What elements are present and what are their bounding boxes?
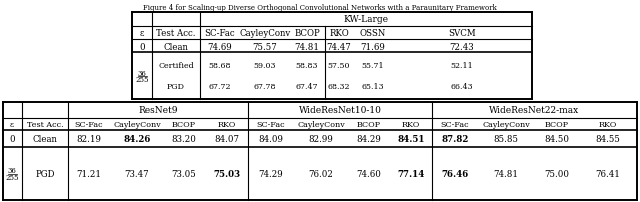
Text: SC-Fac: SC-Fac [441, 120, 469, 128]
Text: BCOP: BCOP [294, 29, 320, 38]
Text: ε: ε [10, 120, 14, 128]
Text: BCOP: BCOP [172, 120, 196, 128]
Text: 76.46: 76.46 [442, 170, 468, 179]
Text: Test Acc.: Test Acc. [27, 120, 63, 128]
Text: 84.09: 84.09 [259, 135, 284, 144]
Text: 67.72: 67.72 [209, 82, 231, 90]
Text: 77.14: 77.14 [397, 170, 425, 179]
Text: 59.03: 59.03 [253, 62, 276, 70]
Text: PGD: PGD [167, 82, 185, 90]
Text: BCOP: BCOP [545, 120, 569, 128]
Text: CayleyConv: CayleyConv [482, 120, 530, 128]
Text: ResNet9: ResNet9 [138, 106, 178, 115]
Text: SVCM: SVCM [448, 29, 476, 38]
Text: RKO: RKO [218, 120, 236, 128]
Text: Clean: Clean [164, 42, 188, 51]
Text: RKO: RKO [599, 120, 617, 128]
Text: 84.26: 84.26 [124, 135, 150, 144]
Text: 0: 0 [139, 42, 145, 51]
Text: CayleyConv: CayleyConv [297, 120, 345, 128]
Text: 85.85: 85.85 [493, 135, 518, 144]
Text: 76.41: 76.41 [596, 170, 620, 179]
Text: 36: 36 [138, 69, 147, 77]
Text: CayleyConv: CayleyConv [113, 120, 161, 128]
Text: 84.07: 84.07 [214, 135, 239, 144]
Text: 75.57: 75.57 [253, 42, 277, 51]
Text: 66.43: 66.43 [451, 82, 474, 90]
Text: 74.81: 74.81 [294, 42, 319, 51]
Text: KW-Large: KW-Large [344, 15, 388, 24]
Text: 74.60: 74.60 [356, 170, 381, 179]
Text: 84.55: 84.55 [596, 135, 620, 144]
Text: 73.05: 73.05 [172, 170, 196, 179]
Text: 67.47: 67.47 [296, 82, 318, 90]
Text: 74.47: 74.47 [326, 42, 351, 51]
Text: 255: 255 [135, 76, 148, 84]
Text: 73.47: 73.47 [125, 170, 149, 179]
Text: 84.50: 84.50 [545, 135, 570, 144]
Text: 57.50: 57.50 [328, 62, 350, 70]
Text: Certified: Certified [158, 62, 194, 70]
Text: RKO: RKO [402, 120, 420, 128]
Text: 84.51: 84.51 [397, 135, 425, 144]
Text: 82.99: 82.99 [308, 135, 333, 144]
Text: 75.00: 75.00 [545, 170, 570, 179]
Text: RKO: RKO [329, 29, 349, 38]
Text: Clean: Clean [33, 135, 58, 144]
Text: BCOP: BCOP [357, 120, 381, 128]
Text: CayleyConv: CayleyConv [239, 29, 291, 38]
Text: 71.21: 71.21 [77, 170, 102, 179]
Text: SC-Fac: SC-Fac [205, 29, 236, 38]
Text: 255: 255 [5, 174, 19, 182]
Text: ε: ε [140, 29, 144, 38]
Text: 58.83: 58.83 [296, 62, 318, 70]
Text: 74.69: 74.69 [207, 42, 232, 51]
Text: 55.71: 55.71 [362, 62, 384, 70]
Text: 84.29: 84.29 [356, 135, 381, 144]
Text: PGD: PGD [35, 170, 55, 179]
Text: SC-Fac: SC-Fac [75, 120, 103, 128]
Text: 0: 0 [9, 135, 15, 144]
Text: SC-Fac: SC-Fac [257, 120, 285, 128]
Text: 68.32: 68.32 [328, 82, 350, 90]
Text: Test Acc.: Test Acc. [156, 29, 196, 38]
Text: 58.68: 58.68 [209, 62, 231, 70]
Text: 65.13: 65.13 [362, 82, 384, 90]
Text: 75.03: 75.03 [213, 170, 241, 179]
Text: 72.43: 72.43 [450, 42, 474, 51]
Text: Figure 4 for Scaling-up Diverse Orthogonal Convolutional Networks with a Parauni: Figure 4 for Scaling-up Diverse Orthogon… [143, 4, 497, 12]
Text: 36: 36 [8, 167, 17, 175]
Text: 71.69: 71.69 [360, 42, 385, 51]
Text: WideResNet22-max: WideResNet22-max [489, 106, 579, 115]
Text: WideResNet10-10: WideResNet10-10 [299, 106, 381, 115]
Text: 87.82: 87.82 [442, 135, 468, 144]
Text: 52.11: 52.11 [451, 62, 474, 70]
Text: 82.19: 82.19 [77, 135, 102, 144]
Text: 74.81: 74.81 [493, 170, 518, 179]
Text: OSSN: OSSN [360, 29, 386, 38]
Text: 67.78: 67.78 [253, 82, 276, 90]
Text: 74.29: 74.29 [259, 170, 284, 179]
Text: 83.20: 83.20 [172, 135, 196, 144]
Text: 76.02: 76.02 [308, 170, 333, 179]
